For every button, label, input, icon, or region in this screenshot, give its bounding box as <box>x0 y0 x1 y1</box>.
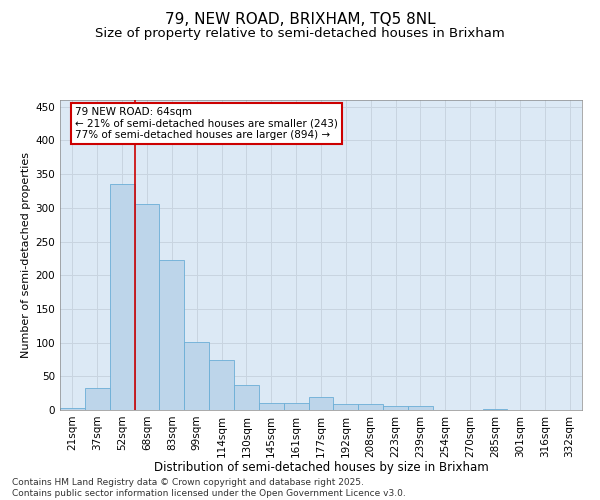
Bar <box>284 404 308 410</box>
Bar <box>209 360 234 410</box>
Bar <box>334 404 358 410</box>
Bar <box>85 388 110 410</box>
Bar <box>383 406 408 410</box>
Bar <box>358 404 383 410</box>
Bar <box>308 396 334 410</box>
Bar <box>408 406 433 410</box>
Bar <box>259 404 284 410</box>
Bar <box>134 204 160 410</box>
Text: Size of property relative to semi-detached houses in Brixham: Size of property relative to semi-detach… <box>95 28 505 40</box>
Text: 79, NEW ROAD, BRIXHAM, TQ5 8NL: 79, NEW ROAD, BRIXHAM, TQ5 8NL <box>164 12 436 28</box>
Text: Contains HM Land Registry data © Crown copyright and database right 2025.
Contai: Contains HM Land Registry data © Crown c… <box>12 478 406 498</box>
Bar <box>160 260 184 410</box>
Bar <box>234 385 259 410</box>
Bar <box>184 342 209 410</box>
X-axis label: Distribution of semi-detached houses by size in Brixham: Distribution of semi-detached houses by … <box>154 461 488 474</box>
Bar <box>60 408 85 410</box>
Bar <box>110 184 134 410</box>
Y-axis label: Number of semi-detached properties: Number of semi-detached properties <box>21 152 31 358</box>
Text: 79 NEW ROAD: 64sqm
← 21% of semi-detached houses are smaller (243)
77% of semi-d: 79 NEW ROAD: 64sqm ← 21% of semi-detache… <box>75 106 338 140</box>
